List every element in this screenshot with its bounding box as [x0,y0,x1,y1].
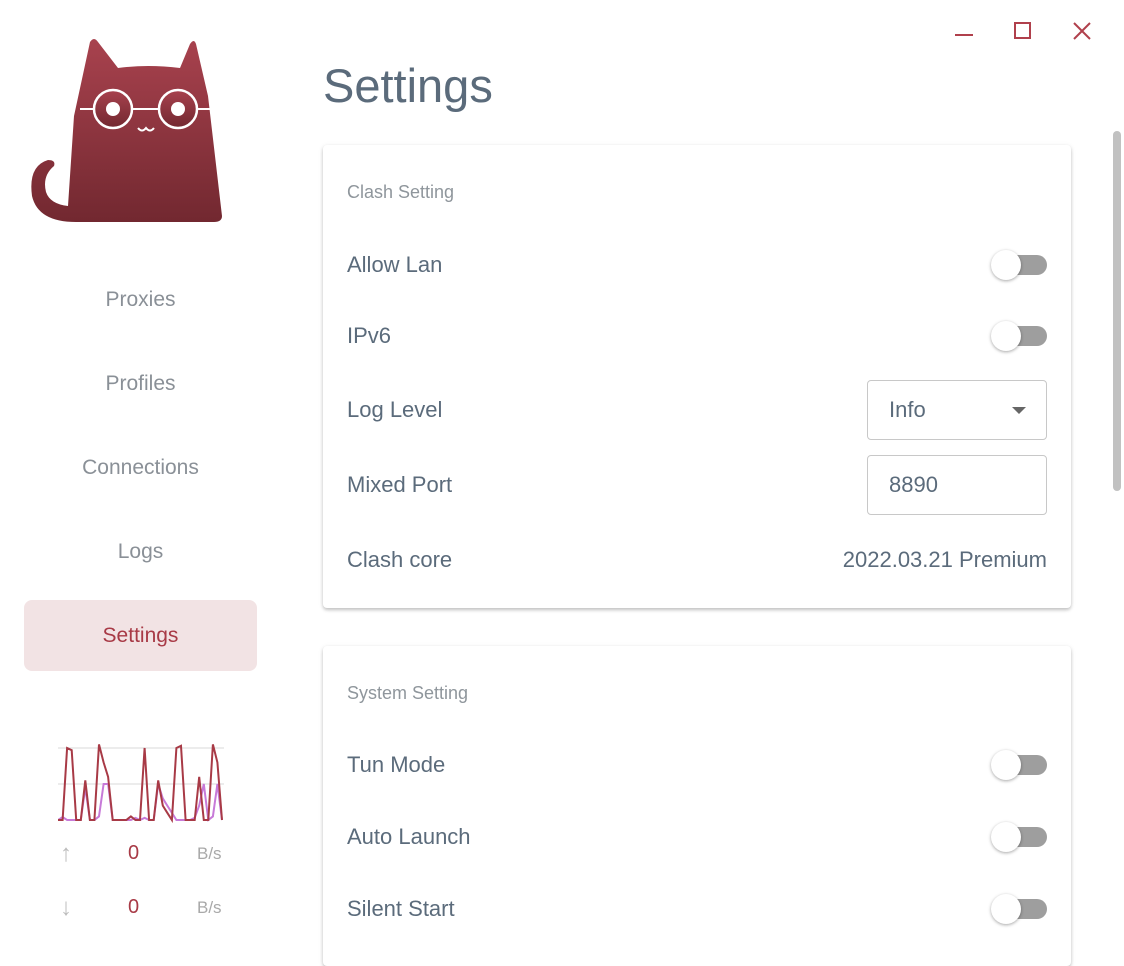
caret-down-icon [1012,407,1026,414]
sidebar-item-proxies[interactable]: Proxies [105,287,176,311]
upload-speed: ↑ 0 B/s [60,840,230,867]
system-setting-card: System Setting Tun Mode Auto Launch Sile… [323,646,1071,966]
log-level-label: Log Level [347,397,443,422]
upload-value: 0 [128,842,140,864]
maximize-button[interactable] [1008,16,1038,46]
mixed-port-label: Mixed Port [347,472,453,497]
tun-mode-label: Tun Mode [347,752,446,777]
clash-cat-logo [31,39,223,222]
auto-launch-row: Auto Launch [347,817,1047,857]
traffic-graph [58,744,224,824]
mixed-port-input[interactable]: 8890 [867,455,1047,515]
upload-unit: B/s [197,844,222,863]
silent-start-toggle[interactable] [991,894,1047,924]
upload-series-line [58,744,223,824]
log-level-select[interactable]: Info [867,380,1047,440]
close-button[interactable] [1067,16,1097,46]
download-value: 0 [128,896,140,918]
sidebar-item-connections[interactable]: Connections [82,455,199,479]
clash-core-row: Clash core 2022.03.21 Premium [347,540,1047,580]
silent-start-row: Silent Start [347,889,1047,929]
sidebar-item-settings[interactable]: Settings [24,600,257,671]
log-level-value: Info [889,397,926,422]
download-unit: B/s [197,898,222,917]
tun-mode-row: Tun Mode [347,745,1047,785]
auto-launch-label: Auto Launch [347,824,471,849]
card-header: System Setting [347,683,469,703]
sidebar: Proxies Profiles Connections Logs Settin… [0,0,280,937]
tun-mode-toggle[interactable] [991,750,1047,780]
clash-setting-card: Clash Setting Allow Lan IPv6 Log Level I… [323,145,1071,608]
allow-lan-toggle[interactable] [991,250,1047,280]
maximize-icon [1014,22,1031,39]
clash-core-label: Clash core [347,547,453,572]
ipv6-label: IPv6 [347,323,392,348]
sidebar-item-profiles[interactable]: Profiles [105,371,176,395]
minimize-icon [955,34,973,36]
sidebar-item-logs[interactable]: Logs [117,539,164,563]
log-level-row: Log Level Info [347,380,1047,440]
ipv6-row: IPv6 [347,316,1047,356]
close-icon [1073,22,1091,40]
ipv6-toggle[interactable] [991,321,1047,351]
allow-lan-row: Allow Lan [347,245,1047,285]
clash-core-version: 2022.03.21 Premium [842,547,1047,572]
silent-start-label: Silent Start [347,896,455,921]
mixed-port-value: 8890 [889,472,938,497]
allow-lan-label: Allow Lan [347,252,443,277]
scrollbar[interactable] [1113,131,1121,491]
arrow-down-icon: ↓ [60,894,72,921]
arrow-up-icon: ↑ [60,840,72,867]
page-title: Settings [323,59,493,112]
download-speed: ↓ 0 B/s [60,894,230,921]
auto-launch-toggle[interactable] [991,822,1047,852]
minimize-button[interactable] [949,16,979,46]
mixed-port-row: Mixed Port 8890 [347,455,1047,515]
card-header: Clash Setting [347,182,455,202]
